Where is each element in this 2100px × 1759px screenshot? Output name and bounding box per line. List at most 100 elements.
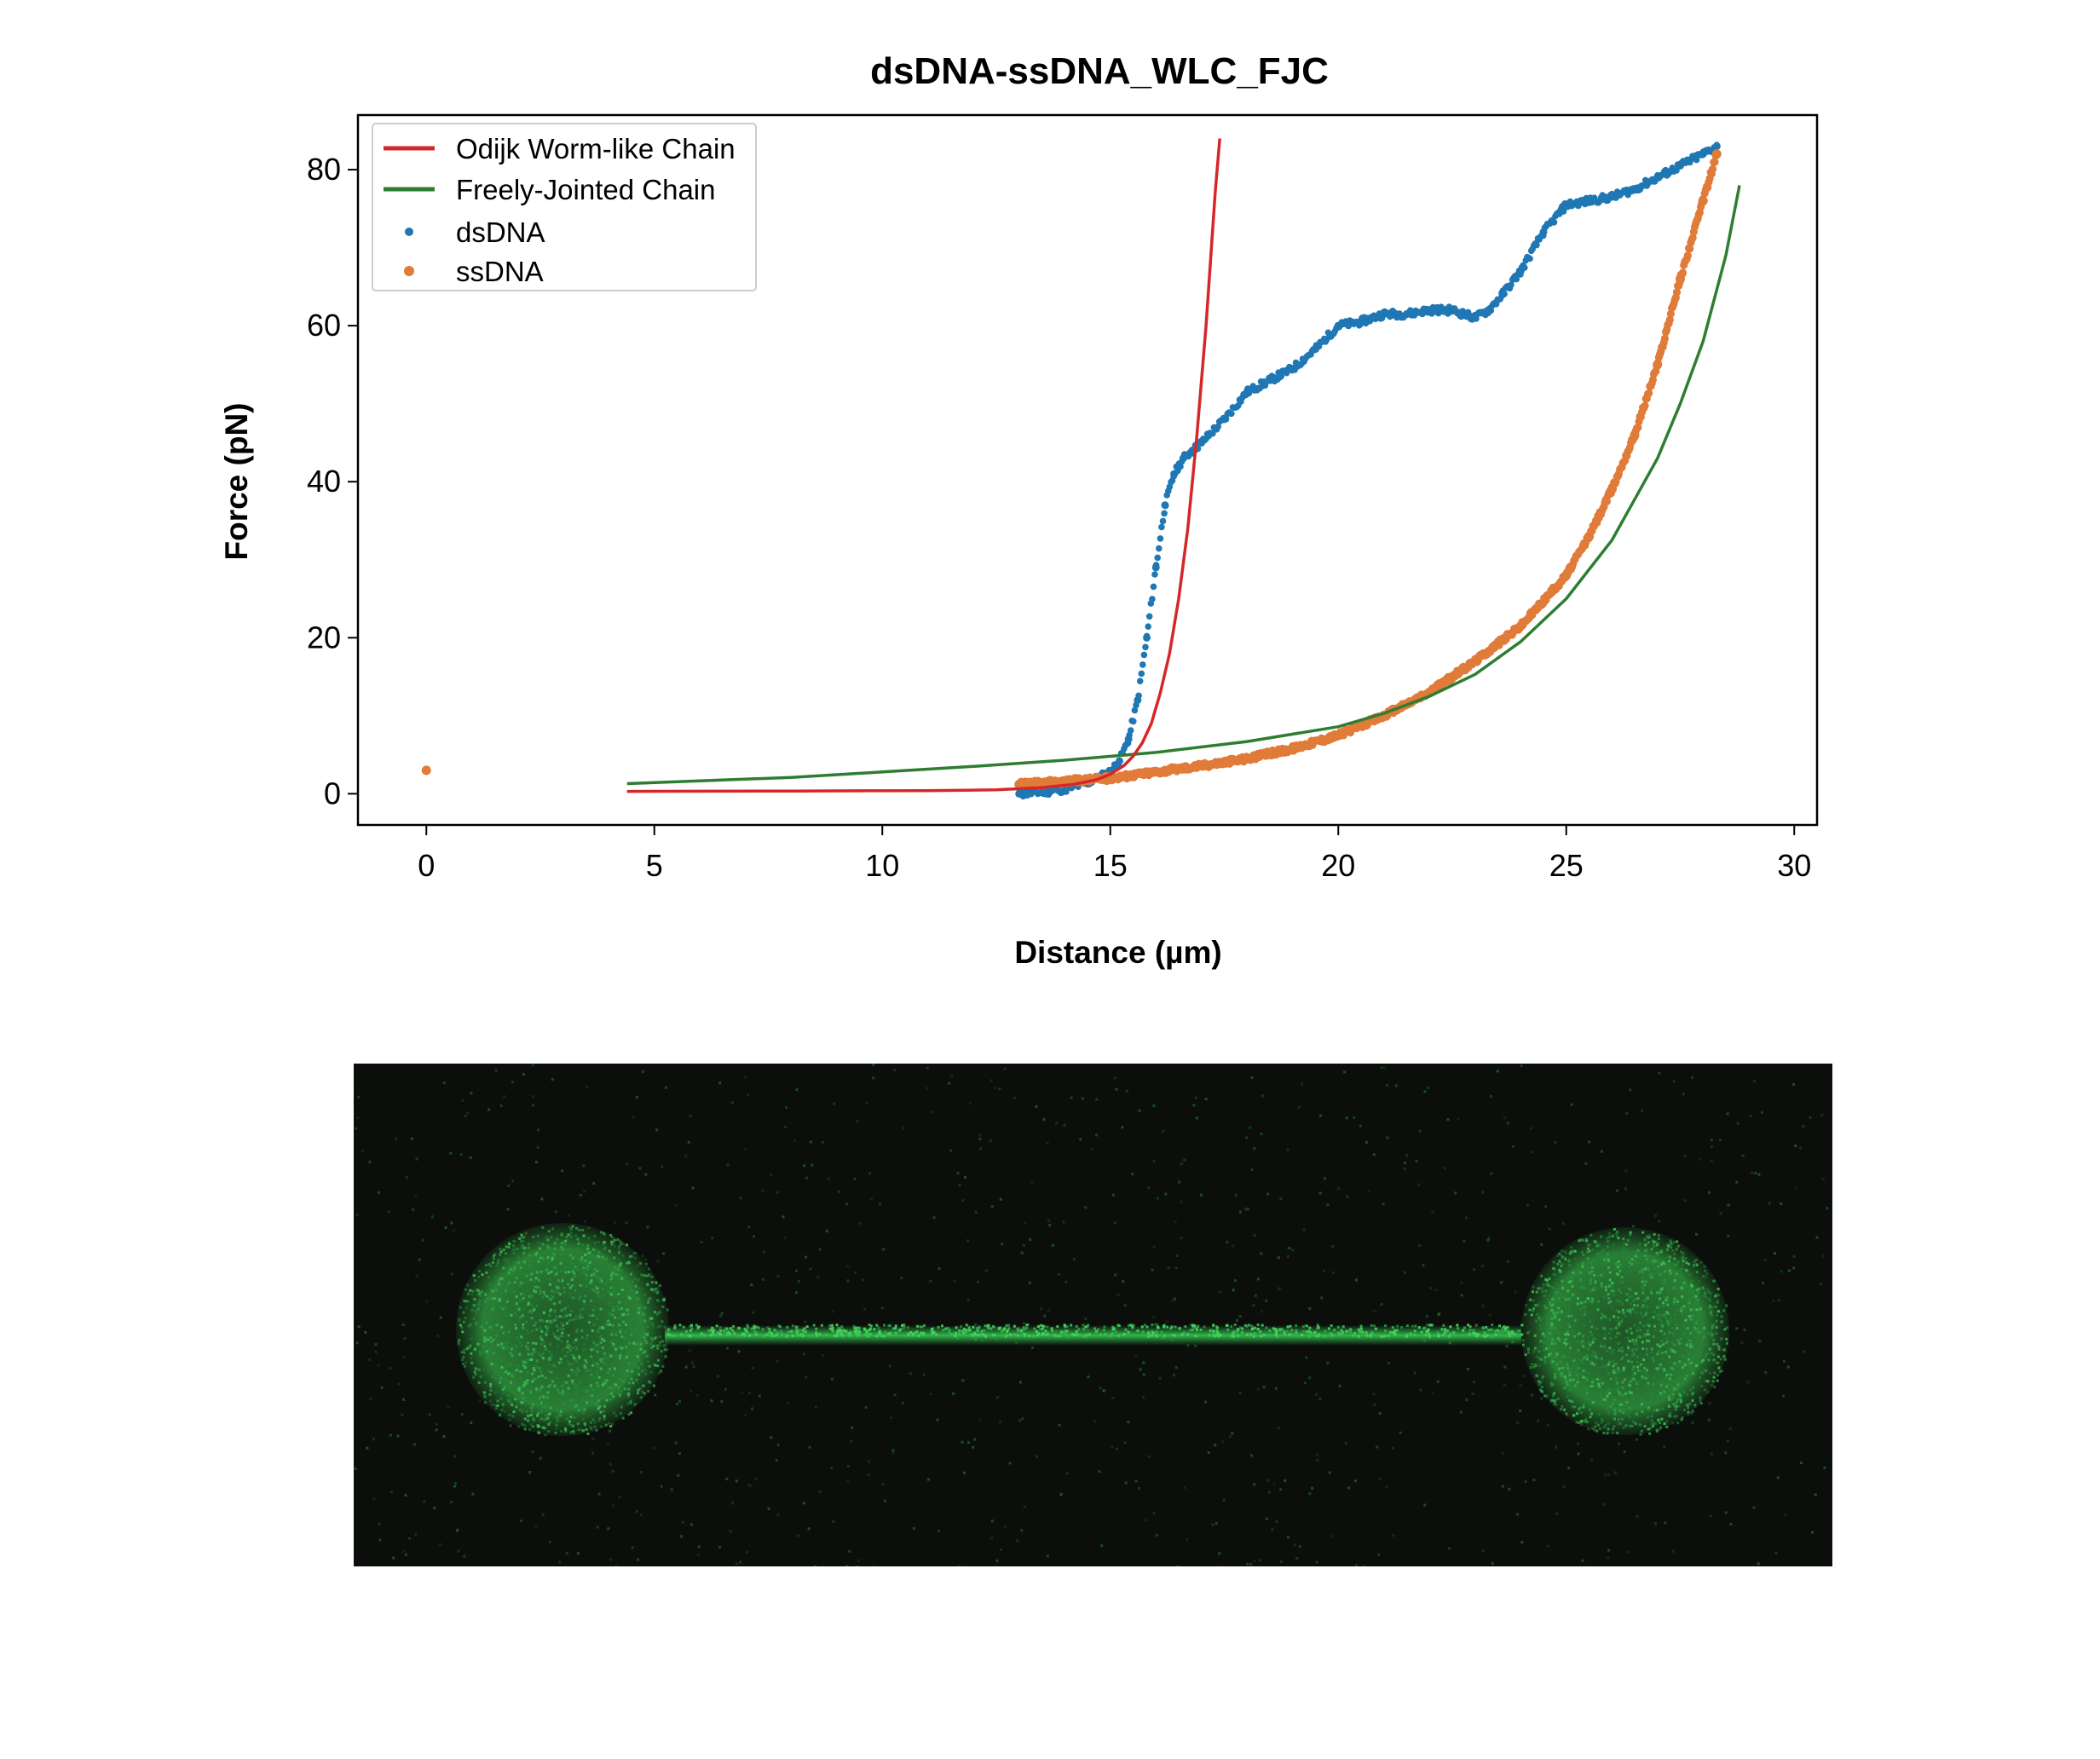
data-point bbox=[1161, 510, 1168, 517]
series-layer bbox=[421, 138, 1741, 800]
background-noise bbox=[354, 1064, 1829, 1566]
legend-wlc-label: Odijk Worm-like Chain bbox=[456, 133, 736, 164]
x-tick-label: 30 bbox=[1777, 848, 1811, 883]
legend-box bbox=[372, 123, 757, 291]
y-axis-ticks: 0 20 40 60 80 bbox=[307, 152, 358, 810]
chart: dsDNA-ssDNA_WLC_FJC 0 5 10 15 20 25 30 0 20 40 60… bbox=[219, 50, 1819, 970]
data-point bbox=[1157, 535, 1164, 542]
data-point bbox=[1143, 632, 1151, 640]
x-tick-label: 25 bbox=[1549, 848, 1584, 883]
legend-dsdna-label: dsDNA bbox=[456, 216, 545, 248]
data-point bbox=[1630, 432, 1639, 441]
data-point bbox=[1214, 423, 1221, 430]
data-point bbox=[1228, 410, 1235, 418]
data-point bbox=[1713, 141, 1721, 148]
x-tick-label: 5 bbox=[646, 848, 663, 883]
x-tick-label: 10 bbox=[865, 848, 899, 883]
data-point bbox=[1686, 245, 1694, 253]
data-point bbox=[1278, 372, 1285, 380]
data-point bbox=[1526, 255, 1533, 262]
data-point bbox=[1517, 271, 1524, 278]
data-point bbox=[1154, 554, 1161, 562]
data-point bbox=[1124, 740, 1132, 747]
data-point bbox=[1487, 307, 1495, 314]
data-point bbox=[1508, 281, 1514, 289]
legend-fjc-label: Freely-Jointed Chain bbox=[456, 174, 715, 205]
data-point bbox=[1209, 430, 1216, 437]
y-tick-label: 60 bbox=[307, 308, 341, 343]
x-tick-label: 15 bbox=[1093, 848, 1128, 883]
data-point bbox=[1156, 545, 1162, 552]
data-point bbox=[1672, 288, 1682, 297]
series-points-dsdna bbox=[1015, 141, 1721, 800]
dna-strand bbox=[665, 1325, 1521, 1346]
data-point bbox=[1660, 334, 1669, 343]
legend-ssdna-label: ssDNA bbox=[456, 256, 544, 287]
y-tick-label: 20 bbox=[307, 620, 341, 655]
data-point bbox=[421, 765, 431, 776]
data-point bbox=[1145, 623, 1151, 630]
data-point bbox=[1676, 278, 1684, 286]
data-point bbox=[1222, 416, 1230, 423]
data-point bbox=[1711, 158, 1719, 166]
left-bead bbox=[456, 1223, 669, 1436]
y-axis-label: Force (pN) bbox=[219, 403, 254, 561]
plot-area-frame bbox=[356, 113, 1819, 827]
data-point bbox=[1693, 156, 1700, 164]
data-point bbox=[1158, 523, 1165, 531]
data-point bbox=[1521, 264, 1528, 271]
data-point bbox=[1641, 401, 1649, 410]
data-point bbox=[1666, 309, 1675, 318]
data-point bbox=[1135, 692, 1142, 700]
data-point bbox=[1145, 613, 1153, 620]
data-point bbox=[1501, 291, 1508, 297]
data-point bbox=[1688, 234, 1697, 242]
chart-title: dsDNA-ssDNA_WLC_FJC bbox=[870, 50, 1329, 92]
data-point bbox=[1149, 596, 1156, 603]
data-point bbox=[1131, 706, 1139, 714]
data-point bbox=[1712, 151, 1721, 159]
data-point bbox=[1127, 727, 1134, 734]
data-point bbox=[1709, 164, 1717, 173]
series-line-odijk-worm-like-chain bbox=[626, 138, 1221, 793]
data-point bbox=[1150, 583, 1157, 591]
data-point bbox=[1533, 241, 1540, 249]
data-point bbox=[1678, 268, 1688, 277]
data-point bbox=[1116, 758, 1123, 764]
y-tick-label: 40 bbox=[307, 464, 341, 499]
series-line-freely-jointed-chain bbox=[626, 185, 1741, 786]
data-point bbox=[1634, 424, 1642, 432]
legend: Odijk Worm-like Chain Freely-Jointed Cha… bbox=[372, 123, 757, 291]
data-point bbox=[1152, 562, 1160, 568]
bead-speckle bbox=[457, 1225, 1728, 1437]
data-point bbox=[1138, 670, 1145, 678]
data-point bbox=[1683, 251, 1692, 260]
data-point bbox=[1699, 196, 1708, 205]
legend-dsdna-marker bbox=[405, 228, 413, 236]
legend-ssdna-marker bbox=[404, 266, 414, 276]
data-point bbox=[1357, 320, 1364, 328]
data-point bbox=[1151, 571, 1158, 578]
y-tick-label: 0 bbox=[324, 776, 341, 810]
data-point bbox=[1550, 219, 1558, 226]
data-point bbox=[1602, 497, 1612, 506]
data-point bbox=[1139, 661, 1146, 668]
x-axis-ticks: 0 5 10 15 20 25 30 bbox=[418, 825, 1811, 883]
data-point bbox=[1540, 232, 1547, 239]
dna-tether-fluorescence-image bbox=[354, 1064, 1832, 1566]
y-tick-label: 80 bbox=[307, 152, 341, 187]
data-point bbox=[1177, 463, 1184, 470]
data-point bbox=[1162, 502, 1169, 510]
x-axis-label: Distance (µm) bbox=[1014, 935, 1221, 970]
data-point bbox=[1645, 389, 1653, 397]
data-point bbox=[1159, 517, 1167, 525]
right-bead bbox=[1521, 1227, 1729, 1435]
data-point bbox=[1665, 315, 1674, 324]
data-point bbox=[1142, 643, 1149, 651]
data-point bbox=[1497, 296, 1504, 303]
data-point bbox=[1378, 314, 1386, 322]
data-point bbox=[1136, 678, 1144, 684]
data-point bbox=[1140, 651, 1148, 659]
x-tick-label: 0 bbox=[418, 848, 435, 883]
data-point bbox=[1513, 275, 1520, 283]
